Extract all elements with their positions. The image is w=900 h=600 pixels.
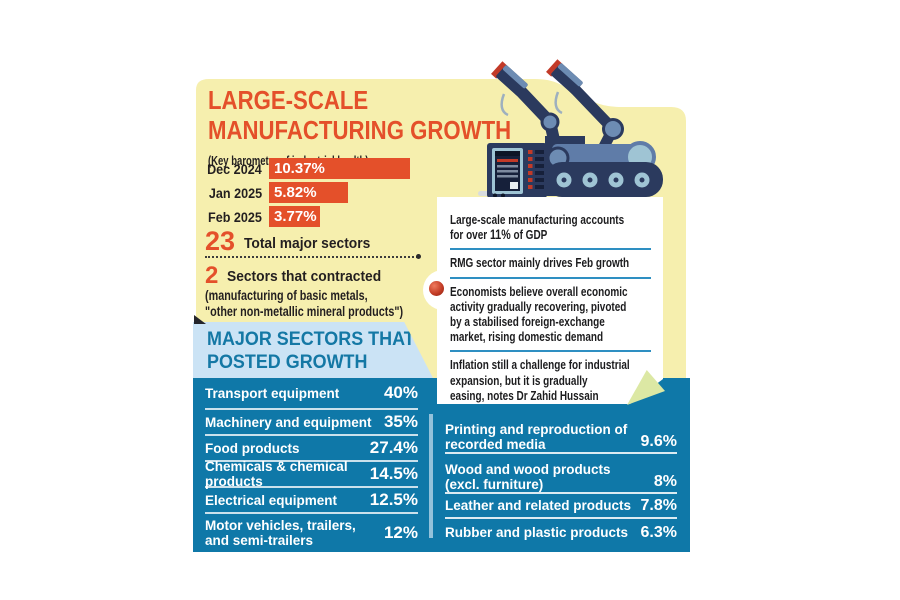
- row-label: Leather and related products: [445, 498, 632, 513]
- table-row: Leather and related products 7.8%: [445, 492, 677, 517]
- stat-contracted-label: Sectors that contracted: [227, 268, 382, 285]
- row-value: 12.5%: [369, 490, 418, 509]
- bar-feb-2025: 3.77%: [269, 206, 320, 227]
- stat-contracted-note-line1: (manufacturing of basic metals,: [205, 288, 368, 303]
- note-line: market, rising domestic demand: [450, 329, 604, 345]
- table-row: Printing and reproduction of recorded me…: [445, 408, 677, 452]
- bar-dec-2024: 10.37%: [269, 158, 410, 179]
- bar-row-feb-2025: Feb 2025 3.77%: [200, 206, 410, 227]
- stat-total-label: Total major sectors: [244, 235, 371, 252]
- red-ball-icon: [429, 281, 444, 296]
- bar-value-label: 3.77%: [274, 208, 317, 225]
- growth-table-right: Printing and reproduction of recorded me…: [445, 408, 677, 546]
- robot-arms-machine-icon: [478, 59, 663, 198]
- bar-row-jan-2025: Jan 2025 5.82%: [200, 182, 410, 203]
- stat-total-value: 23: [205, 226, 236, 256]
- stat-contracted-note-line2: "other non-metallic mineral products"): [205, 304, 404, 319]
- bar-value-label: 5.82%: [274, 184, 317, 201]
- row-label: Chemicals & chemical products: [205, 459, 348, 489]
- stat-contracted-row: 2 Sectors that contracted: [205, 264, 453, 288]
- table-row: Electrical equipment 12.5%: [205, 486, 418, 512]
- growth-tables-panel: Transport equipment 40% Machinery and eq…: [193, 378, 690, 552]
- note-item: Large-scale manufacturing accounts for o…: [450, 207, 651, 248]
- row-label: Transport equipment: [205, 385, 340, 401]
- row-value: 40%: [383, 383, 418, 402]
- row-value: 6.3%: [640, 523, 677, 541]
- row-value: 27.4%: [369, 438, 418, 457]
- table-row: Machinery and equipment 35%: [205, 408, 418, 434]
- table-row: Transport equipment 40%: [205, 378, 418, 408]
- row-label: Wood and wood products (excl. furniture): [445, 462, 611, 492]
- growth-section-heading-box: MAJOR SECTORS THAT POSTED GROWTH: [193, 322, 433, 378]
- dark-corner-fold: [194, 315, 206, 324]
- note-line: Economists believe overall economic: [450, 283, 628, 299]
- row-value: 7.8%: [640, 496, 677, 514]
- bar-row-dec-2024: Dec 2024 10.37%: [200, 158, 410, 179]
- note-item: Inflation still a challenge for industri…: [450, 350, 651, 409]
- note-item: Economists believe overall economic acti…: [450, 277, 651, 351]
- page-title-line1: LARGE-SCALE: [208, 87, 369, 115]
- note-line: easing, notes Dr Zahid Hussain: [450, 387, 599, 403]
- row-value: 9.6%: [640, 433, 677, 450]
- stat-contracted-value: 2: [205, 262, 219, 289]
- growth-heading-line1: MAJOR SECTORS THAT: [207, 328, 415, 350]
- note-item: RMG sector mainly drives Feb growth: [450, 248, 651, 276]
- bar-category-label: Dec 2024: [207, 160, 262, 177]
- growth-section-heading: MAJOR SECTORS THAT POSTED GROWTH: [207, 328, 433, 374]
- row-label: Electrical equipment: [205, 492, 338, 508]
- table-row: Motor vehicles, trailers, and semi-trail…: [205, 512, 418, 552]
- row-label: Printing and reproduction of recorded me…: [445, 422, 628, 452]
- table-row: Rubber and plastic products 6.3%: [445, 517, 677, 546]
- growth-table-left: Transport equipment 40% Machinery and eq…: [205, 378, 418, 552]
- row-value: 12%: [383, 523, 418, 542]
- row-label: Food products: [205, 440, 300, 456]
- bar-jan-2025: 5.82%: [269, 182, 348, 203]
- bar-category-label: Feb 2025: [208, 208, 262, 225]
- note-line: Large-scale manufacturing accounts: [450, 212, 625, 227]
- note-line: by a stabilised foreign-exchange: [450, 314, 605, 330]
- row-value: 35%: [383, 412, 418, 431]
- stat-total-sectors: 23 Total major sectors: [205, 228, 381, 255]
- row-value: 8%: [653, 473, 677, 490]
- growth-heading-line2: POSTED GROWTH: [207, 350, 368, 373]
- notes-card: Large-scale manufacturing accounts for o…: [437, 197, 663, 404]
- table-row: Chemicals & chemical products 14.5%: [205, 459, 418, 489]
- note-line: expansion, but it is gradually: [450, 372, 588, 388]
- monthly-growth-bar-chart: Dec 2024 10.37% Jan 2025 5.82% Feb 2025 …: [200, 158, 410, 230]
- note-line: activity gradually recovering, pivoted: [450, 298, 627, 314]
- dotted-divider: [205, 254, 421, 259]
- note-line: for over 11% of GDP: [450, 227, 548, 243]
- stat-contracted-sectors: 2 Sectors that contracted (manufacturing…: [205, 264, 453, 320]
- note-line: RMG sector mainly drives Feb growth: [450, 255, 630, 271]
- table-divider: [429, 414, 433, 538]
- table-row: Food products 27.4%: [205, 434, 418, 460]
- row-label: Rubber and plastic products: [445, 525, 629, 540]
- note-line: Inflation still a challenge for industri…: [450, 357, 630, 373]
- bar-category-label: Jan 2025: [208, 184, 262, 201]
- row-label: Machinery and equipment: [205, 414, 372, 430]
- dotted-divider-end-dot: [416, 254, 421, 259]
- page-title-line2: MANUFACTURING GROWTH: [208, 117, 512, 145]
- row-label: Motor vehicles, trailers, and semi-trail…: [205, 518, 356, 548]
- bar-value-label: 10.37%: [274, 160, 325, 177]
- row-value: 14.5%: [369, 464, 418, 483]
- table-row: Wood and wood products (excl. furniture)…: [445, 452, 677, 492]
